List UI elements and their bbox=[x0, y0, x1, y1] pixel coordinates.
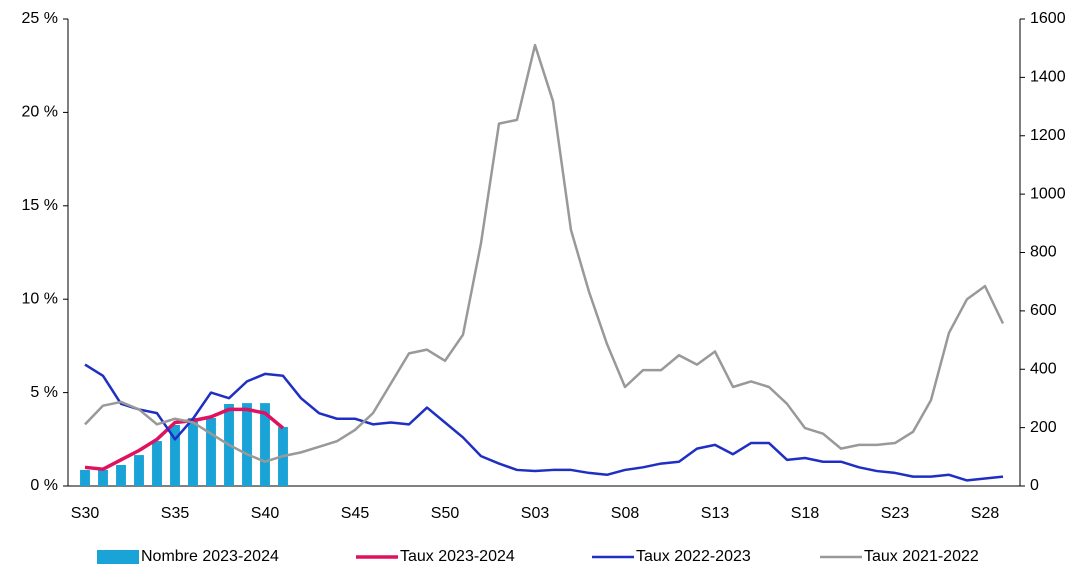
x-tick-label: S18 bbox=[791, 505, 820, 522]
x-tick-label: S23 bbox=[881, 505, 910, 522]
y-tick-label: 0 % bbox=[30, 477, 58, 494]
legend-label: Nombre 2023-2024 bbox=[141, 548, 279, 565]
x-tick-label: S28 bbox=[971, 505, 1000, 522]
x-tick-label: S45 bbox=[341, 505, 370, 522]
line bbox=[84, 363, 1004, 482]
x-tick-label: S13 bbox=[701, 505, 730, 522]
legend-label: Taux 2022-2023 bbox=[636, 548, 751, 565]
y2-tick-label: 1400 bbox=[1030, 69, 1066, 86]
bar bbox=[134, 455, 144, 486]
y2-tick-label: 200 bbox=[1030, 419, 1057, 436]
legend-label: Taux 2021-2022 bbox=[864, 548, 979, 565]
y-tick-label: 5 % bbox=[30, 384, 58, 401]
x-tick-label: S50 bbox=[431, 505, 460, 522]
bar bbox=[152, 441, 162, 486]
y-tick-label: 15 % bbox=[22, 197, 58, 214]
x-tick-label: S35 bbox=[161, 505, 190, 522]
y-tick-label: 25 % bbox=[22, 10, 58, 27]
bar bbox=[206, 417, 216, 486]
bar bbox=[98, 469, 108, 486]
y2-tick-label: 600 bbox=[1030, 302, 1057, 319]
x-tick-label: S40 bbox=[251, 505, 280, 522]
bar bbox=[80, 469, 90, 486]
y2-tick-label: 400 bbox=[1030, 360, 1057, 377]
bar bbox=[170, 424, 180, 486]
bar bbox=[188, 417, 198, 486]
legend-swatch bbox=[97, 550, 139, 564]
y-tick-label: 10 % bbox=[22, 290, 58, 307]
bar bbox=[242, 403, 252, 486]
legend-label: Taux 2023-2024 bbox=[400, 548, 515, 565]
x-tick-label: S30 bbox=[71, 505, 100, 522]
y2-tick-label: 0 bbox=[1030, 477, 1039, 494]
y2-tick-label: 1200 bbox=[1030, 127, 1066, 144]
y-tick-label: 20 % bbox=[22, 104, 58, 121]
bar bbox=[260, 403, 270, 486]
line bbox=[84, 43, 1005, 463]
y2-tick-label: 1000 bbox=[1030, 185, 1066, 202]
y2-tick-label: 800 bbox=[1030, 244, 1057, 261]
x-tick-label: S08 bbox=[611, 505, 640, 522]
bar bbox=[116, 464, 126, 486]
line bbox=[84, 407, 285, 471]
x-tick-label: S03 bbox=[521, 505, 550, 522]
y2-tick-label: 1600 bbox=[1030, 10, 1066, 27]
